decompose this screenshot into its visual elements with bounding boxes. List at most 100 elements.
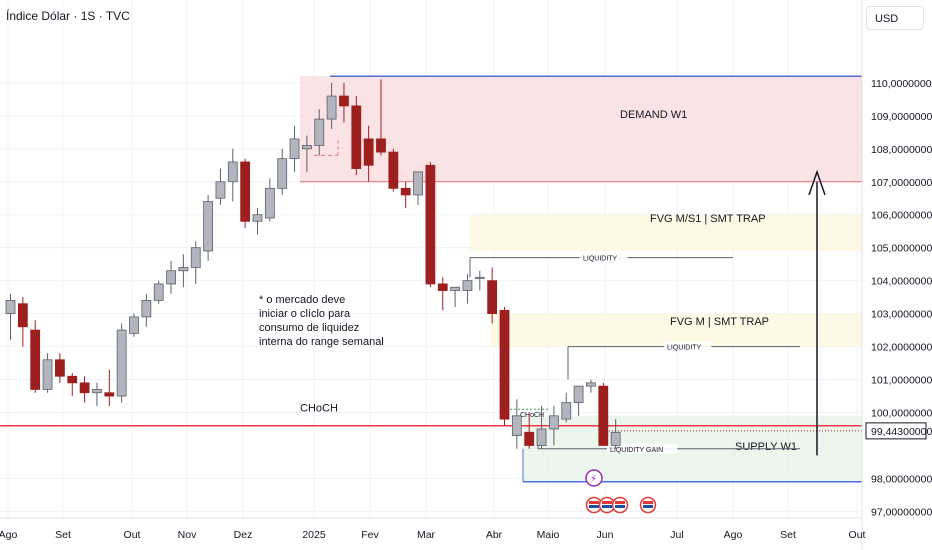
zone-rect	[300, 76, 862, 182]
annotation-note: * o mercado deve iniciar o clíclo para c…	[259, 294, 384, 348]
candle-body	[153, 283, 164, 301]
candle-body	[376, 138, 386, 153]
candle-body	[141, 300, 152, 318]
time-tick-label: Set	[55, 529, 71, 541]
flag-stripe	[602, 501, 612, 504]
liquidity-label: LIQUIDITY	[583, 256, 618, 263]
candle-body	[474, 276, 485, 279]
candle-body	[437, 283, 448, 291]
time-tick-label: Out	[849, 529, 866, 541]
price-axis[interactable]: 110,00000000 109,00000000 108,00000000 107,…	[861, 0, 932, 550]
candle-body	[277, 158, 288, 189]
candle-body	[425, 164, 436, 285]
candle-body	[511, 415, 522, 436]
candle-body	[92, 389, 102, 394]
small-choch-label: CHoCH	[520, 412, 544, 419]
price-tick-label: 104,00000000	[871, 276, 932, 288]
zone-label: SUPPLY W1	[735, 441, 797, 453]
candle-body	[610, 431, 621, 446]
time-tick-label: Ago	[0, 529, 17, 541]
liquidity-label-bg	[607, 443, 678, 454]
current-price-tag	[865, 422, 927, 440]
candle-body	[487, 280, 498, 315]
zone-label: FVG M | SMT TRAP	[670, 316, 769, 328]
price-tick-label: 109,00000000	[871, 111, 932, 123]
candle-body	[129, 316, 139, 334]
candle-body	[215, 181, 226, 199]
zone-rect	[490, 313, 862, 347]
candle-body	[586, 382, 596, 387]
lightning-event-icon-glyph: ⚡	[590, 474, 597, 485]
candle-body	[252, 214, 263, 222]
chart-title: Índice Dólar · 1S · TVC	[6, 9, 130, 23]
candle-body	[339, 95, 349, 107]
candle-body	[55, 359, 65, 377]
time-tick-label: Mar	[417, 529, 436, 541]
candle-body	[413, 171, 423, 196]
arrow-head	[808, 169, 826, 196]
candle-body	[5, 300, 16, 315]
price-tick-label: 108,00000000	[871, 144, 932, 156]
candle-body	[561, 402, 572, 420]
flag-stripe	[589, 505, 599, 508]
price-tick-label: 98,00000000	[871, 473, 932, 485]
current-price-label: 99,44300000	[871, 426, 932, 438]
price-axis-bg	[862, 0, 932, 550]
time-axis[interactable]: Ago Set Out Nov Dez 2025 Fev Mar Abr Maio Jun Jul Ag…	[0, 517, 866, 541]
time-tick-label: Maio	[537, 529, 560, 541]
flag-event-icon	[598, 496, 616, 514]
liquidity-label: LIQUIDITY	[667, 345, 702, 352]
flag-stripe	[643, 505, 653, 508]
price-tick-label: 105,00000000	[871, 243, 932, 255]
flag-event-icon	[639, 496, 657, 514]
time-tick-label: Set	[780, 529, 796, 541]
candle-body	[326, 95, 337, 120]
chart-lines: LIQUIDITY LIQUIDITY LIQUIDITY GAIN CHoCH CHo…	[0, 138, 862, 454]
candle-body	[499, 309, 510, 420]
time-tick-label: Jul	[670, 529, 683, 541]
price-tick-label: 97,00000000	[871, 506, 932, 518]
chart-zones: DEMAND W1 FVG M/S1 | SMT TRAP FVG M | SMT …	[300, 75, 862, 483]
candle-body	[227, 161, 238, 183]
price-tick-label: 106,00000000	[871, 210, 932, 222]
candle-body	[203, 201, 214, 252]
flag-stripe	[602, 505, 612, 508]
time-tick-label: Out	[124, 529, 141, 541]
candle-body	[388, 151, 399, 189]
choch-label: CHoCH	[300, 403, 338, 415]
lightning-event-icon	[585, 469, 603, 487]
time-tick-label: Dez	[234, 529, 253, 541]
time-tick-label: 2025	[302, 529, 326, 541]
candle-body	[351, 105, 362, 169]
candle-body	[240, 161, 251, 222]
candle-body	[104, 392, 115, 397]
candle-body	[301, 145, 312, 150]
candle-body	[363, 138, 374, 166]
candle-body	[598, 385, 609, 446]
price-tick-label: 100,00000000	[871, 408, 932, 420]
candle-body	[79, 382, 90, 394]
candle-body	[190, 247, 201, 268]
flag-stripe	[615, 501, 625, 504]
currency-button[interactable]: USD	[866, 6, 924, 30]
time-tick-label: Abr	[486, 529, 503, 541]
candle-body	[178, 267, 189, 272]
time-tick-label: Nov	[178, 529, 197, 541]
candle-body	[536, 428, 547, 446]
candle-body	[289, 138, 300, 160]
candle-body	[42, 359, 53, 390]
chart-overlays: ⚡	[585, 169, 826, 514]
candle-body	[450, 286, 461, 291]
candle-body	[30, 329, 41, 390]
flag-stripe	[615, 505, 625, 508]
zone-label: DEMAND W1	[620, 109, 687, 121]
zone-rect	[470, 214, 862, 251]
candle-body	[264, 187, 275, 219]
candle-body	[573, 385, 584, 404]
candle-body	[67, 375, 78, 384]
flag-stripe	[589, 501, 599, 504]
price-tick-label: 107,00000000	[871, 177, 932, 189]
price-tick-label: 110,00000000	[871, 78, 932, 90]
price-tick-label: 102,00000000	[871, 342, 932, 354]
